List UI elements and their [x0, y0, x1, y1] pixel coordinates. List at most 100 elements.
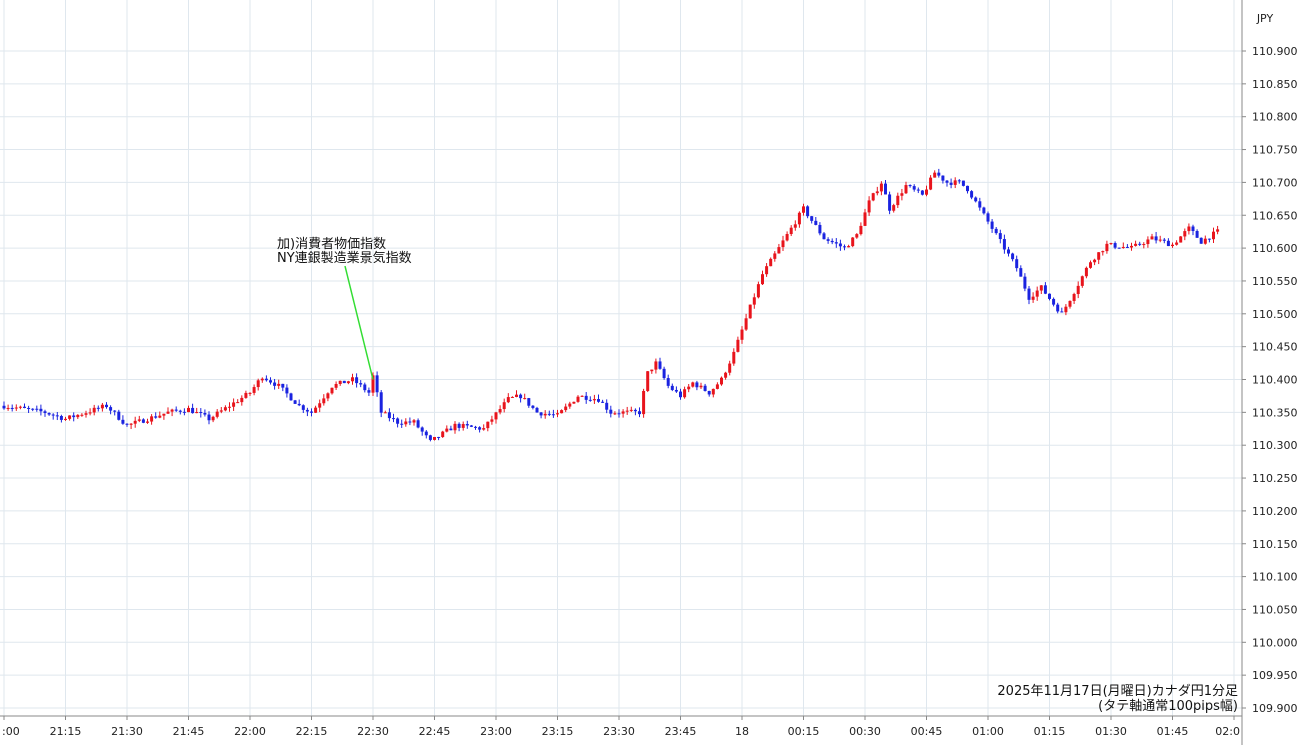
candle-body	[884, 183, 887, 195]
candle-body	[1027, 288, 1031, 300]
time-tick-label: 23:15	[542, 725, 574, 738]
candle-body	[515, 394, 518, 397]
candle-body	[285, 387, 289, 394]
candle-body	[277, 383, 281, 386]
candle-body	[1191, 226, 1195, 232]
candle-body	[396, 418, 400, 424]
candle-body	[305, 409, 309, 412]
candle-body	[133, 420, 137, 424]
candle-body	[638, 411, 641, 415]
candle-body	[892, 205, 896, 211]
candle-body	[720, 377, 723, 385]
candle-body	[154, 416, 158, 418]
candle-body	[814, 220, 818, 225]
candle-body	[31, 408, 35, 410]
candle-body	[1179, 236, 1183, 243]
candle-body	[289, 393, 293, 401]
candle-body	[789, 227, 793, 235]
candle-body	[531, 405, 535, 408]
candle-body	[80, 414, 84, 416]
candle-body	[68, 415, 72, 419]
candle-body	[363, 384, 367, 391]
candle-body	[834, 242, 838, 244]
candle-body	[937, 172, 941, 176]
candle-body	[273, 382, 277, 386]
candle-body	[523, 398, 527, 400]
candle-body	[301, 405, 305, 410]
candle-body	[994, 228, 998, 234]
candle-body	[666, 378, 670, 386]
time-tick-label: 22:45	[419, 725, 451, 738]
candle-body	[236, 402, 240, 404]
candle-body	[23, 406, 26, 408]
candle-body	[1183, 231, 1187, 237]
candle-body	[146, 421, 149, 423]
candle-body	[392, 418, 395, 420]
candle-body	[691, 382, 695, 387]
candle-body	[10, 407, 14, 409]
candle-body	[1035, 290, 1039, 297]
candle-body	[904, 185, 908, 194]
candle-body	[117, 411, 121, 420]
candle-body	[986, 213, 990, 222]
candle-body	[896, 195, 900, 206]
candle-body	[613, 413, 617, 415]
time-tick-label: 01:45	[1157, 725, 1189, 738]
candle-body	[244, 392, 248, 398]
candle-body	[929, 177, 933, 190]
time-tick-label: 00:15	[788, 725, 820, 738]
candle-body	[293, 400, 297, 404]
candle-body	[100, 404, 104, 409]
candle-body	[769, 258, 773, 267]
candle-body	[543, 413, 547, 416]
candle-body	[773, 253, 777, 259]
candle-body	[1031, 296, 1035, 300]
candle-body	[843, 246, 846, 248]
candle-body	[326, 393, 330, 399]
candle-body	[88, 412, 92, 414]
time-tick-label: 01:30	[1095, 725, 1127, 738]
candle-body	[14, 407, 18, 409]
candle-body	[838, 243, 842, 247]
candle-body	[256, 380, 260, 388]
candle-body	[662, 368, 666, 379]
candle-body	[966, 185, 969, 192]
candle-body	[215, 411, 219, 417]
candle-body	[822, 233, 826, 240]
time-tick-label: 00:30	[849, 725, 881, 738]
candle-body	[482, 428, 486, 430]
candle-body	[199, 412, 203, 414]
price-tick-label: 110.900	[1252, 45, 1298, 58]
candle-body	[916, 189, 920, 191]
candle-body	[572, 401, 576, 404]
candle-body	[879, 183, 883, 192]
candle-body	[92, 407, 96, 413]
candle-body	[43, 411, 47, 414]
candle-body	[297, 403, 301, 406]
candle-body	[264, 378, 268, 381]
candle-body	[802, 206, 805, 213]
candle-body	[158, 415, 162, 418]
price-tick-label: 110.050	[1252, 603, 1298, 616]
candle-body	[449, 428, 453, 431]
candle-body	[703, 385, 707, 391]
candle-body	[658, 361, 662, 369]
price-tick-label: 110.600	[1252, 242, 1298, 255]
candle-body	[35, 408, 39, 410]
candle-body	[240, 397, 244, 403]
candle-body	[728, 363, 732, 373]
candle-body	[863, 212, 867, 226]
candle-body	[59, 415, 63, 420]
candle-body	[1117, 247, 1121, 249]
candle-body	[908, 185, 912, 187]
candle-body	[191, 407, 195, 414]
candle-body	[137, 419, 141, 421]
time-tick-label: 18	[735, 725, 749, 738]
price-tick-label: 110.850	[1252, 78, 1298, 91]
candle-body	[174, 409, 178, 411]
candle-body	[1171, 244, 1174, 247]
price-tick-label: 110.500	[1252, 308, 1298, 321]
candle-body	[1089, 262, 1092, 268]
